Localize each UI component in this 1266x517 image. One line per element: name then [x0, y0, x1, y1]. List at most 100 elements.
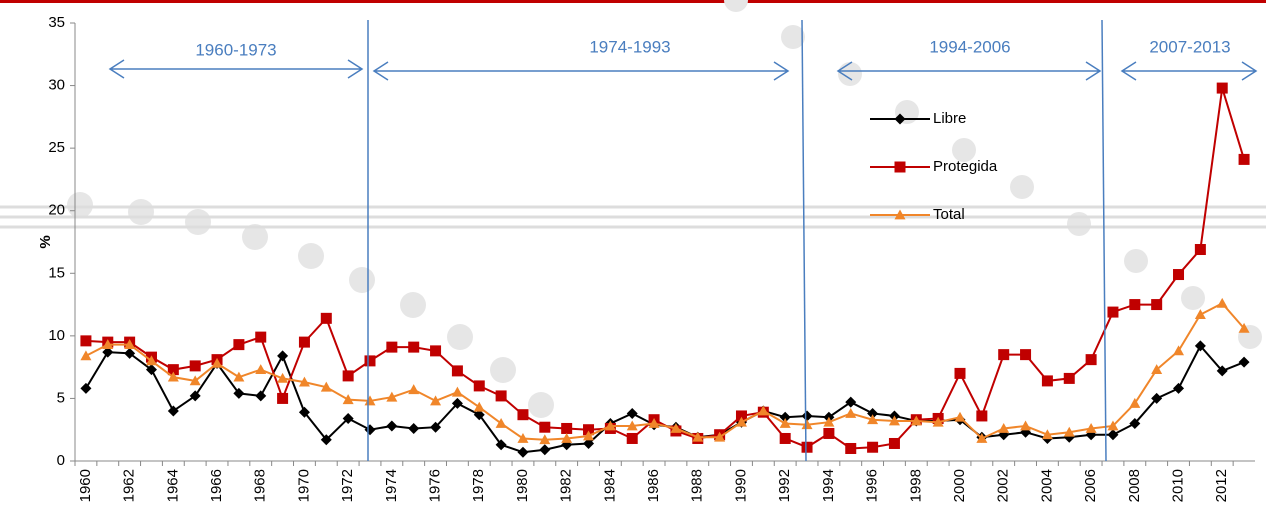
data-point — [779, 417, 791, 428]
period-label: 1974-1993 — [589, 37, 670, 56]
data-point — [517, 432, 529, 443]
data-point — [998, 349, 1010, 361]
x-tick-label: 1982 — [558, 469, 575, 502]
data-point — [894, 113, 906, 125]
data-point — [1085, 422, 1097, 433]
x-tick-label: 2002 — [995, 469, 1012, 502]
data-point — [298, 406, 310, 418]
data-point — [277, 392, 289, 404]
data-point — [430, 421, 442, 433]
data-point — [386, 341, 398, 353]
data-point — [342, 370, 354, 382]
data-point — [626, 420, 638, 431]
data-point — [1216, 82, 1228, 94]
data-point — [888, 437, 900, 449]
data-point — [167, 405, 179, 417]
x-tick-label: 1998 — [907, 469, 924, 502]
data-point — [124, 339, 136, 350]
x-tick-label: 1992 — [776, 469, 793, 502]
data-point — [801, 441, 813, 453]
data-point — [80, 382, 92, 394]
data-point — [277, 372, 289, 383]
data-point — [998, 422, 1010, 433]
data-point — [255, 331, 267, 343]
data-point — [102, 346, 114, 358]
data-point — [1020, 420, 1032, 431]
data-point — [342, 412, 354, 424]
y-tick-label: 10 — [48, 327, 65, 344]
x-tick-label: 1962 — [121, 469, 138, 502]
data-point — [1129, 299, 1141, 311]
data-point — [823, 427, 835, 439]
data-point — [320, 381, 332, 392]
data-point — [954, 367, 966, 379]
data-point — [167, 364, 179, 376]
data-point — [1194, 340, 1206, 352]
data-point — [1129, 397, 1141, 408]
data-point — [1238, 356, 1250, 368]
data-point — [430, 345, 442, 357]
data-point — [364, 355, 376, 367]
data-point — [1216, 365, 1228, 377]
data-point — [626, 432, 638, 444]
data-point — [364, 424, 376, 436]
data-point — [473, 401, 485, 412]
data-point — [298, 376, 310, 387]
data-point — [1238, 153, 1250, 165]
data-point — [189, 360, 201, 372]
data-point — [408, 384, 420, 395]
data-point — [845, 407, 857, 418]
data-point — [211, 357, 223, 368]
period-label: 2007-2013 — [1149, 37, 1230, 56]
x-tick-label: 1988 — [689, 469, 706, 502]
data-point — [517, 409, 529, 421]
period-markers — [108, 19, 1258, 462]
x-tick-label: 1990 — [732, 469, 749, 502]
data-point — [626, 407, 638, 419]
y-axis-label: % — [37, 235, 54, 248]
data-point — [894, 209, 906, 220]
x-tick-label: 1978 — [470, 469, 487, 502]
data-point — [845, 396, 857, 408]
y-tick-label: 35 — [48, 14, 65, 31]
data-point — [495, 439, 507, 451]
data-point — [386, 391, 398, 402]
data-point — [867, 441, 879, 453]
data-point — [1194, 309, 1206, 319]
data-point — [102, 339, 114, 350]
data-point — [757, 405, 769, 416]
legend-label: Protegida — [933, 158, 998, 175]
x-tick-label: 2008 — [1126, 469, 1143, 502]
x-tick-label: 2004 — [1038, 469, 1055, 502]
data-point — [867, 414, 879, 425]
data-point — [801, 410, 813, 422]
data-point — [910, 415, 922, 426]
data-point — [976, 410, 988, 422]
data-point — [1041, 375, 1053, 387]
period-label: 1960-1973 — [195, 40, 276, 59]
legend-label: Libre — [933, 110, 966, 127]
data-point — [583, 437, 595, 449]
data-point — [1107, 420, 1119, 431]
x-tick-label: 1994 — [820, 469, 837, 502]
data-point — [845, 442, 857, 454]
data-point — [1173, 269, 1185, 281]
x-tick-label: 1996 — [864, 469, 881, 502]
data-point — [1173, 345, 1185, 356]
x-tick-label: 2000 — [951, 469, 968, 502]
data-point — [145, 355, 157, 366]
data-point — [976, 432, 988, 443]
data-point — [320, 312, 332, 324]
data-point — [714, 431, 726, 442]
data-point — [145, 364, 157, 376]
background-dots — [67, 0, 1262, 418]
x-tick-label: 1976 — [427, 469, 444, 502]
x-tick-label: 2010 — [1169, 469, 1186, 502]
data-point — [1151, 299, 1163, 311]
x-tick-label: 1984 — [601, 469, 618, 502]
data-point — [80, 350, 92, 361]
data-point — [1063, 372, 1075, 384]
data-point — [1129, 417, 1141, 429]
data-point — [894, 161, 906, 173]
